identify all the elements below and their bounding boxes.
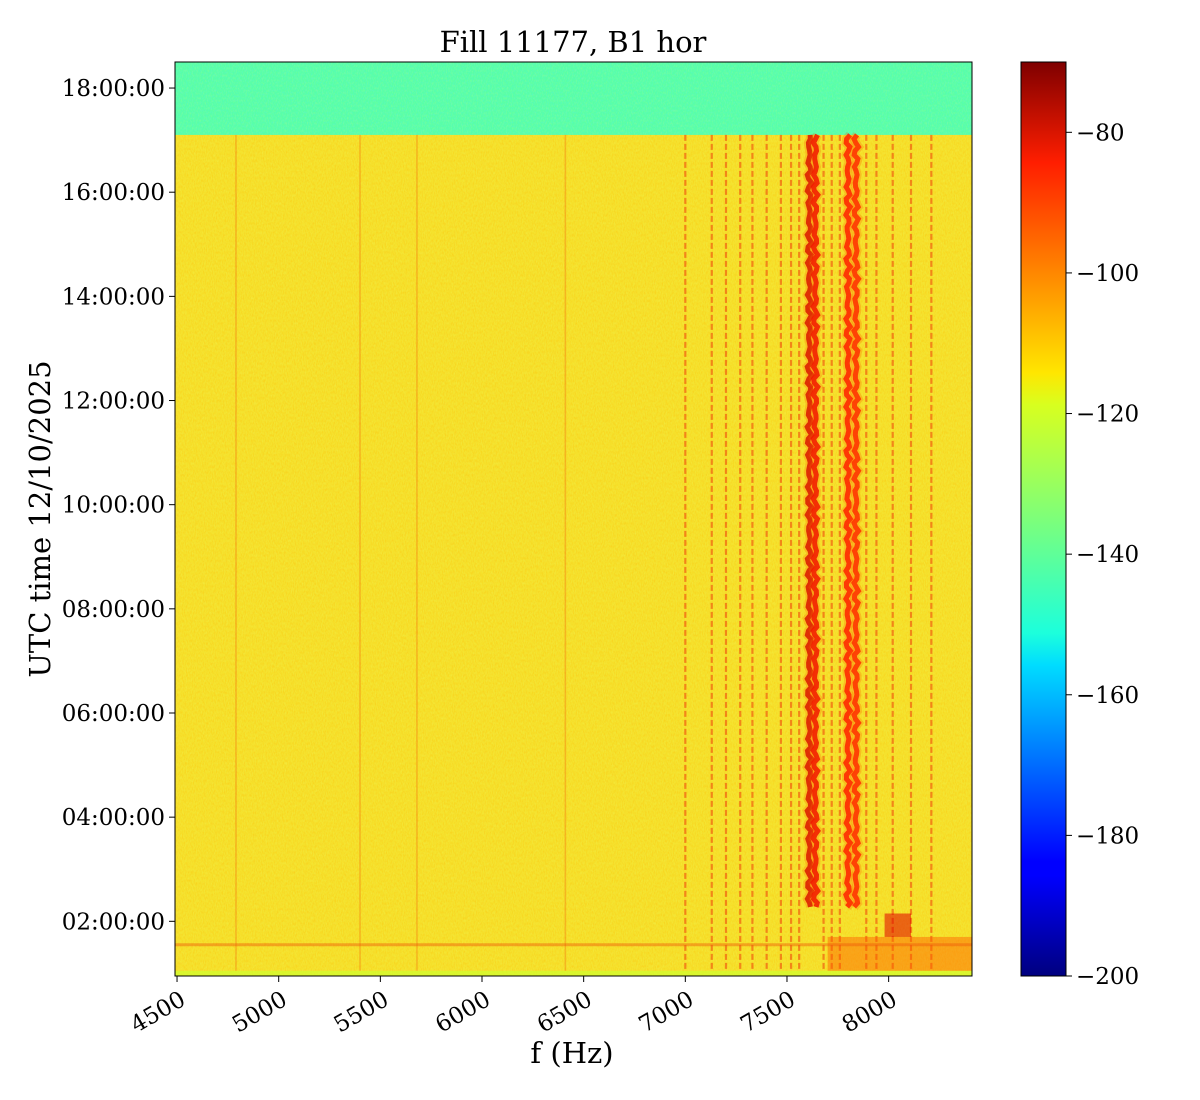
x-tick-label: 5000: [228, 987, 292, 1039]
dump-noise-2: [175, 62, 972, 135]
y-tick-label: 06:00:00: [62, 701, 165, 727]
y-tick-label: 12:00:00: [62, 389, 165, 415]
x-axis: 4500 5000 5500 6000 6500 7000 7500 8000: [126, 976, 902, 1039]
y-tick-label: 14:00:00: [62, 284, 165, 310]
burst-region: [827, 936, 972, 971]
colorbar-tick-label: −140: [1076, 542, 1139, 568]
colorbar-tick-label: −100: [1076, 261, 1139, 287]
plot-frame: [174, 61, 973, 977]
colorbar-tick-label: −80: [1076, 120, 1125, 146]
chart-title: Fill 11177, B1 hor: [440, 25, 707, 59]
x-tick-label: 6000: [431, 987, 495, 1039]
y-tick-label: 16:00:00: [62, 180, 165, 206]
injection-burst: [175, 913, 972, 971]
y-axis: 02:00:00 04:00:00 06:00:00 08:00:00 10:00:00…: [62, 76, 175, 935]
x-tick-label: 7000: [635, 987, 699, 1039]
y-tick-label: 02:00:00: [62, 909, 165, 935]
strong-line: [804, 134, 815, 908]
y-tick-label: 08:00:00: [62, 597, 165, 623]
strong-line-halo: [840, 131, 857, 910]
x-tick-label: 7500: [736, 987, 800, 1039]
colorbar-tick-label: −160: [1076, 683, 1139, 709]
strong-line-halo: [808, 132, 824, 909]
x-tick-label: 6500: [533, 987, 597, 1039]
weak-lines: [235, 134, 933, 971]
y-tick-label: 18:00:00: [62, 76, 165, 102]
y-tick-label: 10:00:00: [62, 493, 165, 519]
plot-area: [175, 62, 972, 976]
post-dump-region: [175, 62, 972, 976]
colorbar-ticks: −80 −100 −120 −140 −160 −180 −200: [1066, 120, 1139, 990]
y-axis-label: UTC time 12/10/2025: [23, 360, 57, 677]
x-tick-label: 8000: [838, 987, 902, 1039]
strong-lines: [801, 131, 865, 910]
x-axis-label: f (Hz): [530, 1036, 613, 1070]
colorbar: [1020, 61, 1067, 977]
strong-line-halo: [848, 132, 865, 910]
y-tick-label: 04:00:00: [62, 805, 165, 831]
strong-line: [842, 133, 854, 909]
strong-line: [810, 133, 821, 908]
pre-injection-band: [175, 970, 972, 976]
colorbar-tick-label: −120: [1076, 402, 1139, 428]
burst-peak: [884, 913, 912, 937]
colorbar-tick-label: −200: [1076, 964, 1139, 990]
strong-line: [851, 133, 862, 909]
x-tick-label: 4500: [126, 987, 190, 1039]
strong-line-halo: [801, 134, 818, 908]
x-tick-label: 5500: [330, 987, 394, 1039]
colorbar-tick-label: −180: [1076, 823, 1139, 849]
